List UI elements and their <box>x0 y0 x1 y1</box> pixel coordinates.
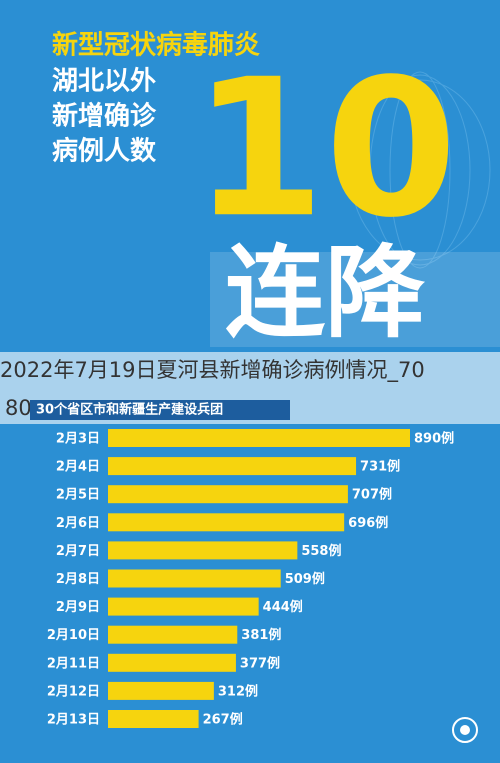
bar <box>108 681 214 700</box>
watermark: 2022年7月19日夏河县新增确诊病例情况_70 <box>0 358 425 383</box>
category-label: 2月4日 <box>56 460 100 475</box>
headline: 连降 <box>225 234 425 351</box>
title-line: 湖北以外 <box>52 67 156 97</box>
bar <box>108 625 238 644</box>
value-label: 377例 <box>240 655 280 671</box>
title-line: 新增确诊 <box>52 101 157 132</box>
decor-lines <box>349 71 491 269</box>
category-label: 2月8日 <box>56 572 100 587</box>
bar <box>108 513 345 532</box>
value-label: 707例 <box>352 487 392 503</box>
logo <box>452 717 478 743</box>
value-label: 267例 <box>203 712 243 728</box>
category-label: 2月13日 <box>47 713 100 728</box>
value-label: 890例 <box>414 431 454 447</box>
category-label: 2月3日 <box>56 432 100 447</box>
bar <box>108 485 348 504</box>
category-label: 2月5日 <box>56 488 100 503</box>
bar <box>108 541 298 560</box>
value-label: 558例 <box>301 543 341 559</box>
bar <box>108 457 357 476</box>
bar <box>108 710 199 728</box>
value-label: 381例 <box>241 627 281 643</box>
category-label: 2月12日 <box>47 684 100 699</box>
bar <box>108 597 259 616</box>
value-label: 731例 <box>360 459 400 475</box>
title-line: 新型冠状病毒肺炎 <box>52 30 260 61</box>
category-label: 2月6日 <box>56 516 100 531</box>
category-label: 2月7日 <box>56 544 100 559</box>
subtitle-band <box>30 400 290 420</box>
headline-band <box>210 252 500 347</box>
value-label: 696例 <box>348 515 388 531</box>
bar <box>108 569 281 588</box>
category-label: 2月9日 <box>56 600 100 615</box>
value-label: 444例 <box>263 599 303 615</box>
value-label: 509例 <box>285 571 325 587</box>
bar <box>108 653 236 672</box>
watermark: 80 <box>5 396 32 420</box>
bar <box>108 429 410 447</box>
category-label: 2月11日 <box>47 656 100 671</box>
value-label: 312例 <box>218 683 258 699</box>
headline-number: 10 <box>193 38 457 259</box>
subtitle: 30个省区市和新疆生产建设兵团 <box>36 402 223 418</box>
category-label: 2月10日 <box>47 628 100 643</box>
title-line: 病例人数 <box>52 137 157 167</box>
